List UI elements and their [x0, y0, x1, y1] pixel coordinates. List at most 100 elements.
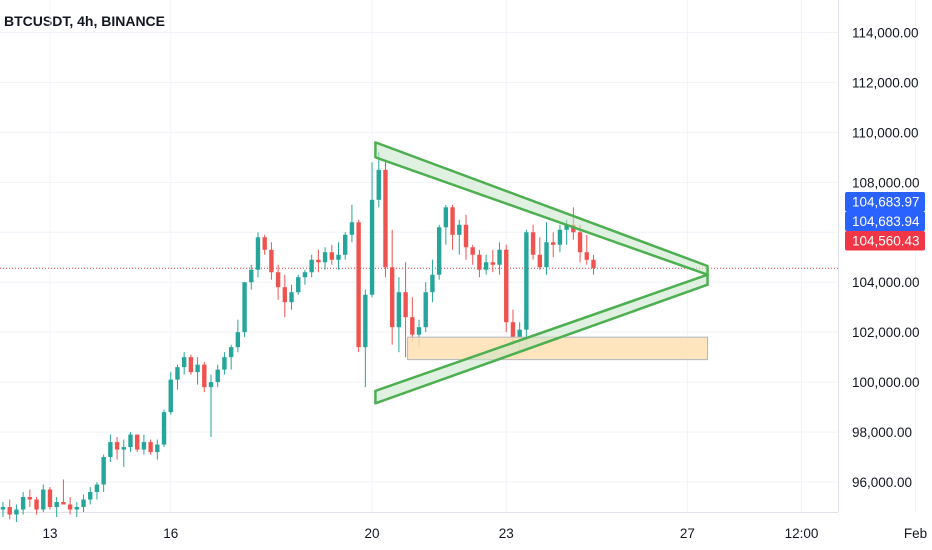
- candle-body: [41, 489, 46, 510]
- candle-body: [255, 237, 261, 270]
- candle-body: [403, 292, 408, 318]
- candle: [81, 494, 86, 512]
- candle: [34, 497, 39, 515]
- candle-body: [436, 227, 442, 275]
- candle-body: [396, 292, 402, 328]
- candle: [108, 434, 113, 463]
- candle-layer: [0, 152, 596, 522]
- candle-body: [161, 412, 167, 445]
- y-tick-label: 100,000.00: [852, 375, 920, 390]
- candle-body: [537, 254, 542, 268]
- y-tick-label: 108,000.00: [852, 175, 920, 190]
- price-tag: 104,683.94: [845, 211, 925, 231]
- candle: [537, 237, 542, 270]
- y-tick-label: 112,000.00: [852, 75, 919, 90]
- candle: [329, 244, 334, 265]
- candle: [343, 232, 348, 260]
- time-axis: 13 16 20 23 27 12:00 Feb: [42, 526, 927, 541]
- candle-body: [228, 347, 234, 358]
- candle-body: [54, 502, 59, 508]
- candle-body: [483, 262, 489, 270]
- y-tick-label: 102,000.00: [852, 325, 920, 340]
- candle: [336, 242, 341, 270]
- price-tag-box: [845, 192, 925, 212]
- candle-body: [74, 507, 80, 510]
- candle-body: [108, 442, 113, 458]
- candle-body: [363, 294, 368, 348]
- candle-body: [336, 254, 341, 260]
- candle: [423, 282, 428, 333]
- candle: [161, 409, 167, 448]
- candle-body: [389, 267, 395, 328]
- candle-body: [121, 447, 126, 450]
- price-tag: 104,683.97: [845, 192, 925, 212]
- candle-body: [0, 507, 6, 510]
- candle: [436, 224, 442, 280]
- candle: [296, 274, 301, 295]
- candle-body: [34, 499, 39, 510]
- candle: [302, 269, 308, 285]
- candle: [175, 364, 180, 390]
- candle: [316, 249, 321, 273]
- candle-body: [94, 484, 100, 493]
- candle-body: [235, 332, 241, 348]
- candle: [530, 224, 536, 260]
- candle: [504, 244, 509, 333]
- candle: [249, 264, 254, 290]
- candle-body: [349, 222, 355, 235]
- candle-body: [504, 249, 509, 323]
- candle: [457, 219, 462, 255]
- candle: [262, 234, 267, 255]
- candle-body: [463, 224, 469, 248]
- candle: [228, 344, 234, 370]
- candle: [88, 487, 93, 505]
- candle: [235, 319, 241, 353]
- candle-body: [557, 229, 563, 245]
- support-zone-rect[interactable]: [407, 336, 709, 361]
- x-tick-label: 12:00: [785, 526, 819, 541]
- candle-body: [208, 382, 214, 388]
- candle-body: [168, 379, 173, 413]
- candle: [557, 224, 563, 253]
- candle: [222, 352, 227, 375]
- price-tag-label: 104,560.43: [852, 234, 920, 249]
- candle-body: [530, 232, 536, 255]
- candle-body: [128, 434, 133, 448]
- candle-body: [322, 252, 328, 263]
- candle-body: [249, 269, 254, 283]
- candle-body: [343, 234, 348, 255]
- price-tag-label: 104,683.94: [852, 214, 920, 229]
- candle: [188, 354, 194, 375]
- candle-body: [591, 259, 596, 269]
- candle: [14, 504, 19, 522]
- price-tags: 104,683.97 104,683.94 104,560.43: [845, 192, 925, 251]
- candle-body: [7, 507, 12, 515]
- candle: [155, 439, 160, 460]
- candle: [135, 434, 140, 453]
- candle: [215, 364, 220, 388]
- candle: [128, 432, 133, 453]
- candle: [121, 439, 126, 468]
- candle-body: [423, 292, 428, 328]
- candle-body: [416, 327, 422, 335]
- candle-body: [356, 222, 361, 348]
- candle-body: [188, 357, 194, 373]
- candle-body: [88, 492, 93, 500]
- triangle-lower-band[interactable]: [374, 273, 709, 405]
- candle: [67, 497, 73, 515]
- y-tick-label: 104,000.00: [852, 275, 920, 290]
- candle-body: [544, 242, 549, 268]
- candle: [369, 162, 375, 298]
- candle-body: [584, 252, 589, 260]
- candle-body: [383, 169, 388, 268]
- y-tick-label: 96,000.00: [852, 475, 912, 490]
- candle-body: [148, 442, 153, 453]
- candle: [309, 254, 314, 278]
- candle: [490, 249, 496, 273]
- candle: [195, 357, 200, 385]
- candle: [61, 479, 66, 505]
- price-axis: 96,000.00 98,000.00 100,000.00 102,000.00 10…: [852, 25, 920, 490]
- candle: [208, 374, 214, 438]
- candle-body: [410, 317, 415, 335]
